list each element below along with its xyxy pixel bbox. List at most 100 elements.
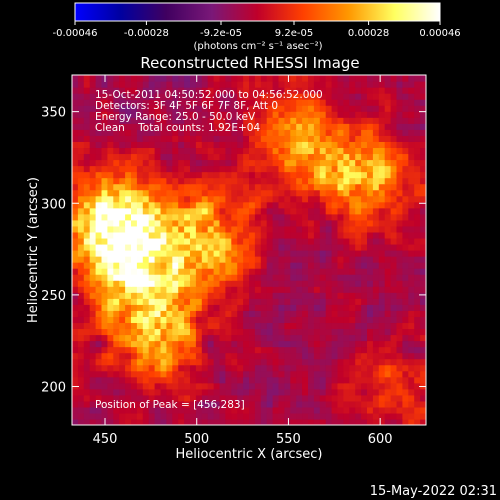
heatmap-cell [95, 364, 103, 372]
heatmap-cell [319, 147, 327, 155]
heatmap-cell [243, 280, 250, 287]
heatmap-cell [142, 201, 150, 209]
heatmap-cell [213, 195, 221, 203]
heatmap-cell [89, 274, 97, 281]
heatmap-cell [249, 225, 256, 233]
heatmap-cell [237, 141, 244, 149]
heatmap-cell [414, 322, 421, 330]
heatmap-cell [343, 328, 350, 336]
footer-timestamp: 15-May-2022 02:31 [370, 484, 497, 499]
heatmap-cell [184, 129, 191, 136]
heatmap-cell [125, 237, 132, 245]
heatmap-cell [231, 237, 238, 245]
heatmap-cell [296, 280, 303, 287]
heatmap-cell [72, 352, 79, 360]
heatmap-cell [190, 99, 197, 106]
heatmap-cell [219, 165, 226, 173]
heatmap-cell [290, 322, 297, 330]
heatmap-cell [319, 201, 327, 209]
heatmap-cell [367, 153, 374, 161]
heatmap-cell [213, 201, 221, 209]
heatmap-cell [349, 135, 356, 142]
heatmap-cell [308, 358, 315, 366]
heatmap-cell [89, 370, 97, 378]
heatmap-cell [125, 394, 132, 402]
heatmap-cell [125, 147, 132, 155]
heatmap-cell [302, 262, 309, 269]
heatmap-cell [148, 316, 156, 324]
heatmap-cell [355, 256, 362, 263]
heatmap-cell [313, 135, 321, 142]
heatmap-cell [290, 346, 297, 354]
heatmap-cell [355, 219, 362, 227]
heatmap-cell [125, 165, 132, 173]
heatmap-cell [302, 316, 309, 324]
heatmap-cell [266, 340, 274, 348]
heatmap-cell [154, 99, 162, 106]
heatmap-cell [184, 177, 191, 185]
heatmap-cell [378, 237, 386, 245]
heatmap-cell [343, 340, 350, 348]
heatmap-cell [343, 153, 350, 161]
heatmap-cell [331, 292, 339, 299]
heatmap-cell [178, 286, 185, 293]
heatmap-cell [278, 147, 285, 155]
heatmap-cell [113, 418, 120, 425]
heatmap-cell [225, 346, 232, 354]
heatmap-cell [207, 328, 215, 336]
heatmap-cell [308, 117, 315, 124]
heatmap-cell [367, 117, 374, 124]
heatmap-cell [260, 298, 268, 305]
heatmap-cell [396, 111, 403, 118]
heatmap-cell [420, 183, 426, 191]
heatmap-cell [178, 322, 185, 330]
heatmap-cell [213, 159, 221, 167]
heatmap-cell [72, 418, 79, 425]
heatmap-cell [308, 334, 315, 342]
heatmap-cell [172, 322, 179, 330]
heatmap-cell [402, 99, 409, 106]
heatmap-cell [408, 316, 415, 324]
heatmap-cell [237, 298, 244, 305]
heatmap-cell [337, 195, 344, 203]
heatmap-cell [213, 123, 221, 130]
heatmap-cell [184, 352, 191, 360]
heatmap-cell [225, 412, 232, 420]
heatmap-cell [319, 171, 327, 179]
heatmap-cell [207, 406, 215, 414]
heatmap-cell [254, 292, 262, 299]
heatmap-cell [249, 394, 256, 402]
heatmap-cell [83, 159, 91, 167]
heatmap-cell [77, 189, 85, 197]
heatmap-cell [284, 81, 291, 88]
heatmap-cell [349, 322, 356, 330]
heatmap-cell [249, 256, 256, 263]
heatmap-cell [272, 370, 280, 378]
heatmap-cell [313, 406, 321, 414]
heatmap-cell [142, 243, 150, 251]
heatmap-cell [113, 376, 120, 384]
heatmap-cell [201, 382, 209, 390]
heatmap-cell [237, 286, 244, 293]
heatmap-cell [313, 243, 321, 251]
heatmap-cell [195, 328, 203, 336]
heatmap-cell [408, 153, 415, 161]
heatmap-cell [95, 394, 103, 402]
heatmap-cell [213, 153, 221, 161]
heatmap-cell [83, 262, 91, 269]
heatmap-cell [284, 334, 291, 342]
heatmap-cell [160, 243, 167, 251]
heatmap-cell [290, 340, 297, 348]
heatmap-cell [284, 243, 291, 251]
heatmap-cell [290, 207, 297, 215]
heatmap-cell [331, 237, 339, 245]
heatmap-cell [408, 129, 415, 136]
heatmap-cell [237, 400, 244, 408]
heatmap-cell [125, 370, 132, 378]
heatmap-cell [308, 99, 315, 106]
heatmap-cell [272, 171, 280, 179]
heatmap-cell [201, 418, 209, 425]
heatmap-cell [166, 99, 173, 106]
heatmap-cell [113, 117, 120, 124]
heatmap-cell [178, 237, 185, 245]
